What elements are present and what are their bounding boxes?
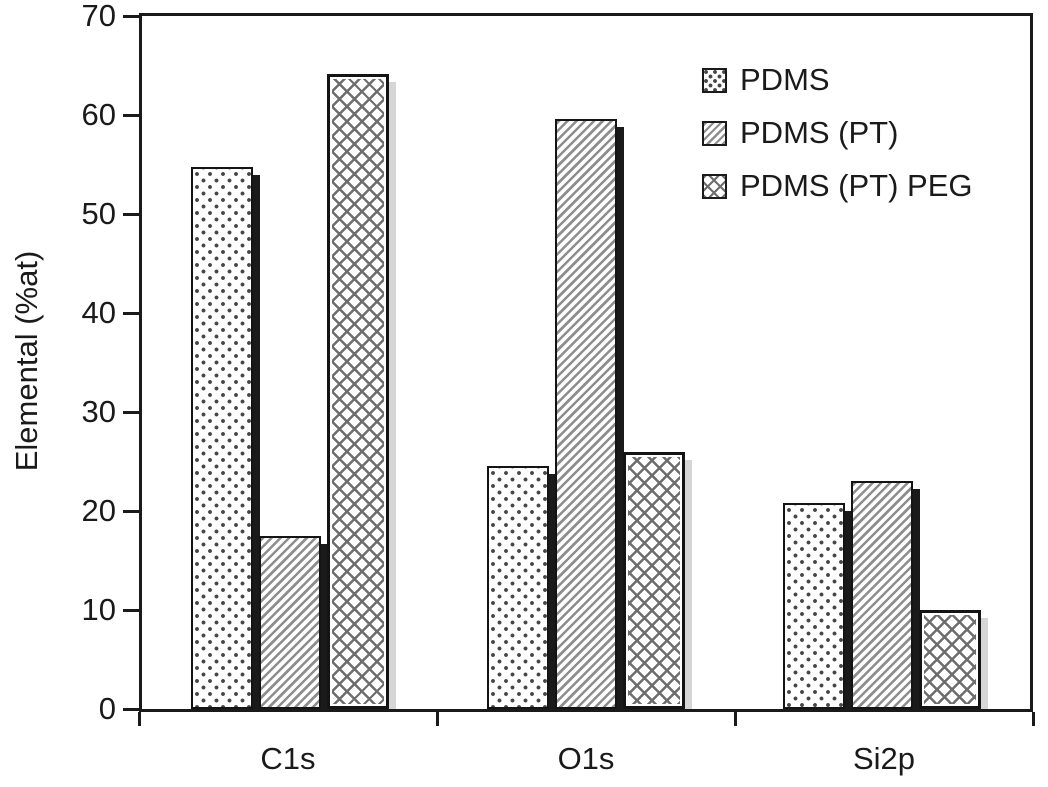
y-axis-tick <box>123 410 139 414</box>
y-tick-label: 30 <box>81 394 116 429</box>
y-tick-label: 20 <box>81 493 116 528</box>
y-axis-tick <box>123 311 139 315</box>
y-tick-label: 10 <box>81 592 116 627</box>
x-category-label: O1s <box>557 741 615 776</box>
bar-pdms-pt-peg-c1s <box>327 74 389 709</box>
legend-item-pdms: PDMS <box>702 61 973 99</box>
chart-legend: PDMS PDMS (PT) PDMS (PT) PEG <box>702 61 973 205</box>
x-category-label: C1s <box>260 741 316 776</box>
y-axis-tick <box>123 212 139 216</box>
legend-swatch-pdms-pt-peg <box>702 173 727 199</box>
bar-pdms-pt-c1s <box>259 535 321 709</box>
y-tick-label: 50 <box>81 196 116 231</box>
y-axis-label: Elemental (%at) <box>9 250 44 472</box>
y-axis-tick <box>123 608 139 612</box>
y-axis-tick <box>123 509 139 513</box>
x-axis-tick <box>137 712 141 726</box>
legend-label-pdms: PDMS <box>740 62 830 97</box>
bar-pdms-pt-o1s <box>555 118 617 709</box>
y-axis-tick <box>123 113 139 117</box>
bar-pdms-pt-peg-si2p <box>919 610 981 709</box>
bar-pdms-pt-si2p <box>851 481 913 709</box>
y-axis-tick <box>123 14 139 18</box>
x-axis-tick <box>1031 712 1035 726</box>
y-tick-label: 70 <box>81 0 116 33</box>
y-tick-label: 60 <box>81 97 116 132</box>
legend-label-pdms-pt: PDMS (PT) <box>740 115 899 150</box>
bar-pdms-pt-peg-o1s <box>623 451 685 709</box>
bar-pdms-si2p <box>783 503 845 709</box>
legend-label-pdms-pt-peg: PDMS (PT) PEG <box>740 168 973 203</box>
y-tick-label: 40 <box>81 295 116 330</box>
legend-swatch-pdms <box>702 67 727 93</box>
bar-pdms-o1s <box>487 466 549 709</box>
x-category-label: Si2p <box>852 741 916 776</box>
x-axis-tick <box>733 712 737 726</box>
y-tick-label: 0 <box>98 691 116 726</box>
x-axis-tick <box>435 712 439 726</box>
y-axis-tick <box>123 707 139 711</box>
legend-item-pdms-pt-peg: PDMS (PT) PEG <box>702 167 973 205</box>
bar-pdms-c1s <box>191 167 253 709</box>
legend-swatch-pdms-pt <box>702 120 727 146</box>
legend-item-pdms-pt: PDMS (PT) <box>702 114 973 152</box>
